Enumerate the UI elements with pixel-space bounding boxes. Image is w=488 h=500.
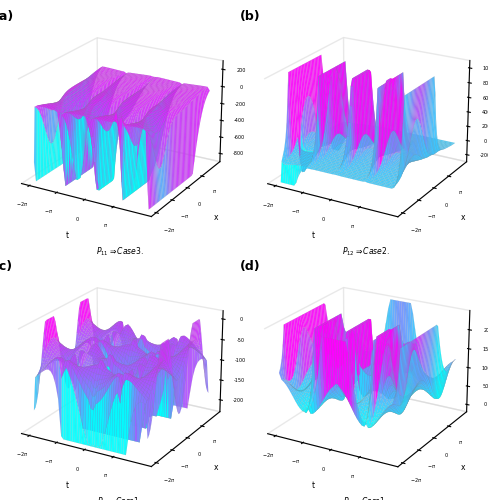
Text: $P_{12}\Rightarrow Case2.$: $P_{12}\Rightarrow Case2.$: [342, 246, 390, 258]
Y-axis label: x: x: [461, 213, 465, 222]
X-axis label: t: t: [65, 231, 68, 240]
Y-axis label: x: x: [214, 213, 219, 222]
Text: $P_{13},\ Case1.$: $P_{13},\ Case1.$: [97, 496, 142, 500]
Text: (c): (c): [0, 260, 13, 274]
X-axis label: t: t: [312, 481, 315, 490]
Text: (a): (a): [0, 10, 14, 24]
Y-axis label: x: x: [461, 463, 465, 472]
X-axis label: t: t: [65, 481, 68, 490]
Text: $P_{11}\Rightarrow Case3.$: $P_{11}\Rightarrow Case3.$: [96, 246, 143, 258]
X-axis label: t: t: [312, 231, 315, 240]
Text: (b): (b): [240, 10, 260, 23]
Text: (d): (d): [240, 260, 260, 273]
Text: $P_{14},\ Case1.$: $P_{14},\ Case1.$: [344, 496, 388, 500]
Y-axis label: x: x: [214, 463, 219, 472]
